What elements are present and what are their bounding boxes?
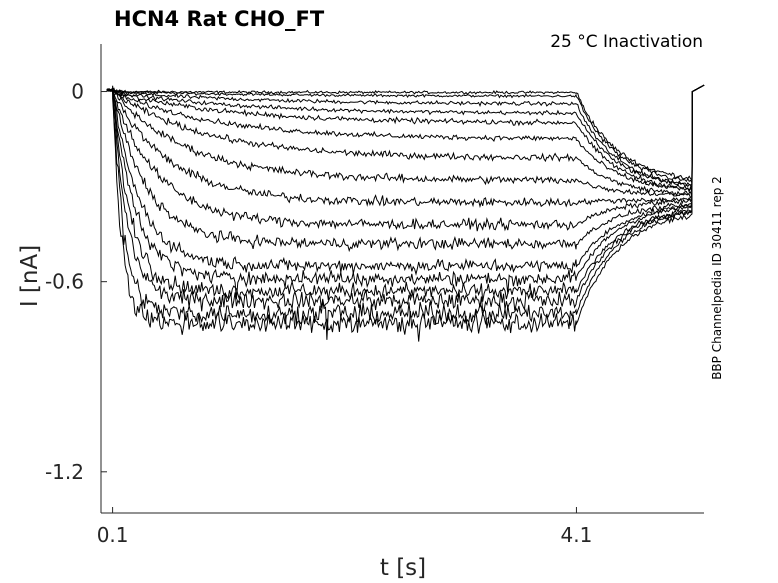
chart-title: HCN4 Rat CHO_FT — [114, 7, 325, 31]
current-trace — [106, 84, 705, 302]
channelpedia-id-label: BBP Channelpedia ID 30411 rep 2 — [710, 176, 724, 380]
current-trace — [106, 84, 705, 182]
current-trace — [106, 84, 705, 190]
x-tick-label: 4.1 — [561, 523, 593, 547]
y-tick-label: 0 — [71, 80, 84, 104]
x-ticks: 0.1 4.1 — [97, 507, 593, 547]
y-tick-label: -0.6 — [45, 270, 84, 294]
x-tick-label: 0.1 — [97, 523, 129, 547]
trace-group — [106, 84, 705, 342]
current-trace — [106, 84, 705, 188]
current-trace — [106, 84, 705, 194]
current-trace — [106, 84, 705, 191]
current-trace — [106, 84, 705, 276]
current-trace — [106, 84, 705, 209]
current-trace — [106, 84, 705, 185]
x-axis-label: t [s] — [380, 555, 426, 581]
current-trace — [106, 84, 705, 199]
y-ticks: 0 -0.6 -1.2 — [45, 80, 107, 484]
current-trace — [106, 84, 705, 312]
current-trace — [106, 84, 705, 232]
current-trace — [106, 84, 705, 300]
current-trace — [106, 84, 705, 197]
current-trace — [106, 84, 705, 342]
current-trace — [106, 84, 705, 253]
chart-subtitle: 25 °C Inactivation — [550, 32, 703, 52]
current-trace — [106, 84, 705, 340]
y-axis-label: I [nA] — [17, 245, 43, 307]
y-tick-label: -1.2 — [45, 460, 84, 484]
